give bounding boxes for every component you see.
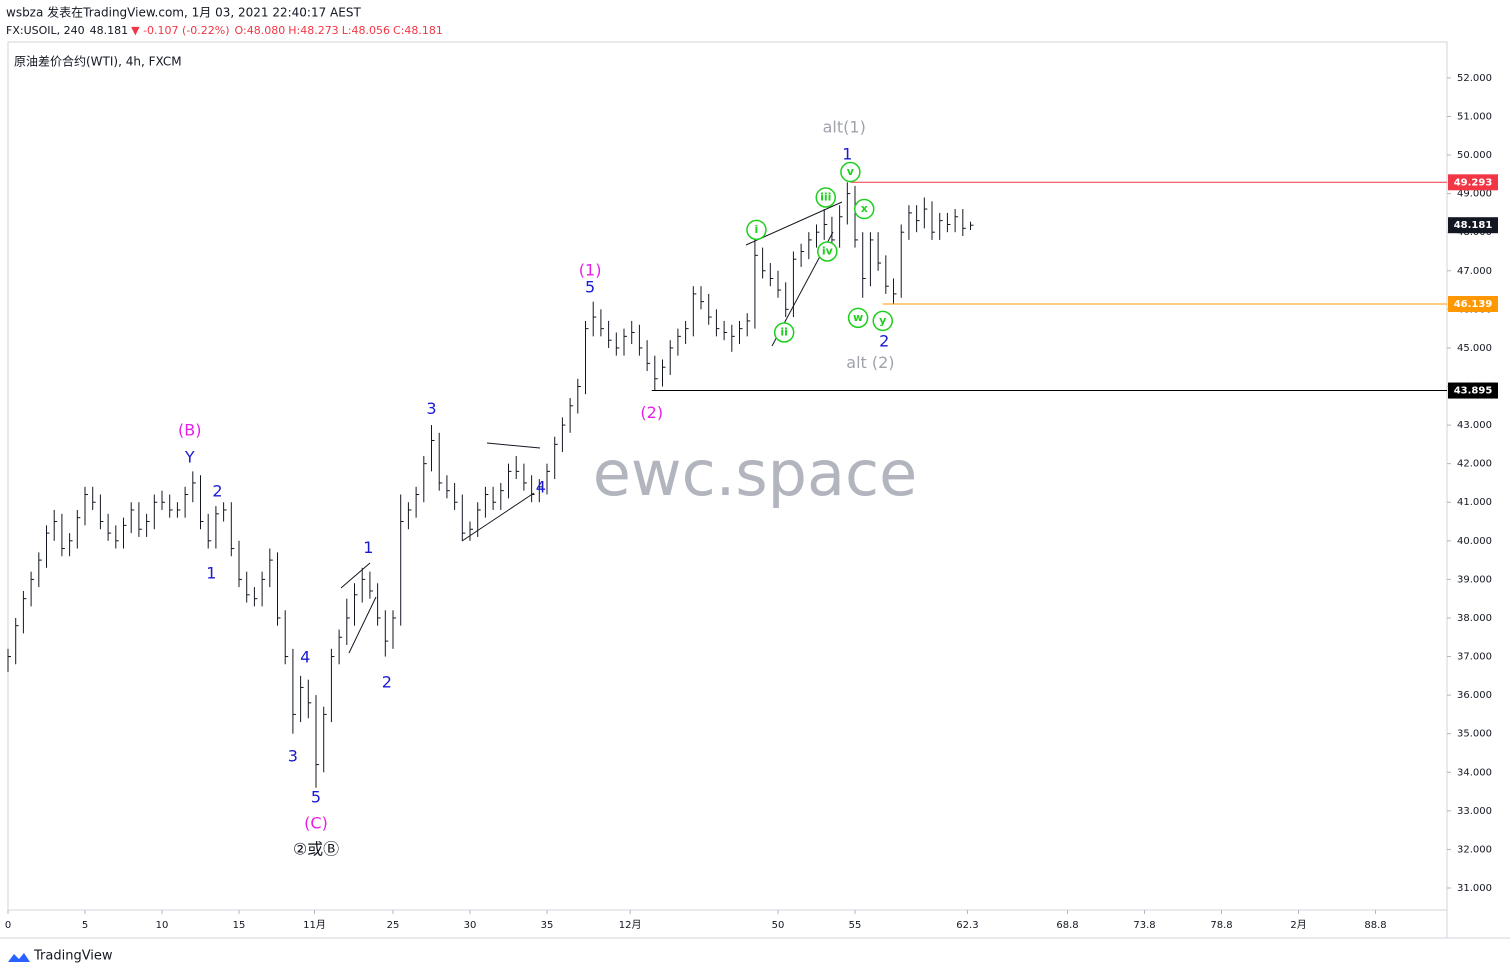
wave-label: 2 <box>879 332 889 351</box>
x-tick-label: 11月 <box>303 919 326 931</box>
level-label: 46.139 <box>1454 299 1493 310</box>
wave-label: Y <box>184 447 195 466</box>
wave-label: 5 <box>311 788 321 807</box>
x-tick-label: 0 <box>5 920 11 931</box>
wave-circle <box>746 219 767 241</box>
y-tick-label: 40.000 <box>1457 536 1492 547</box>
x-tick-label: 73.8 <box>1133 920 1155 931</box>
wave-label: alt(1) <box>823 118 866 137</box>
wave-label: 1 <box>206 563 216 582</box>
y-tick-label: 45.000 <box>1457 343 1492 354</box>
y-tick-label: 47.000 <box>1457 266 1492 277</box>
level-label: 48.181 <box>1454 220 1493 231</box>
level-tag <box>1448 217 1498 234</box>
wave-label: 4 <box>300 648 310 667</box>
x-tick-label: 50 <box>772 920 785 931</box>
open: O:48.080 <box>235 24 286 37</box>
wave-label: iv <box>822 244 834 257</box>
level-tag <box>1448 295 1498 312</box>
x-tick-label: 12月 <box>619 919 642 931</box>
wave-label: 2 <box>382 673 392 692</box>
x-tick-label: 35 <box>541 920 554 931</box>
y-tick-label: 34.000 <box>1457 767 1492 778</box>
x-tick-label: 5 <box>82 920 88 931</box>
low: L:48.056 <box>342 24 390 37</box>
wave-circle <box>840 161 861 183</box>
bars <box>7 182 974 788</box>
wave-label: (1) <box>579 260 602 279</box>
y-tick-label: 36.000 <box>1457 690 1492 701</box>
y-tick-label: 43.000 <box>1457 420 1492 431</box>
close: C:48.181 <box>393 24 443 37</box>
x-tick-label: 68.8 <box>1056 920 1078 931</box>
wave-label: y <box>879 314 886 327</box>
wave-circle <box>773 322 795 343</box>
y-tick-label: 31.000 <box>1457 883 1492 894</box>
wave-label: 3 <box>426 399 436 418</box>
trend-line <box>486 442 541 449</box>
y-tick-label: 41.000 <box>1457 497 1492 508</box>
x-tick-label: 15 <box>233 920 246 931</box>
symbol: FX:USOIL, 240 <box>6 24 85 37</box>
wave-label: alt (2) <box>846 353 894 372</box>
x-tick-label: 62.3 <box>956 920 978 931</box>
wave-circle <box>872 310 893 332</box>
trend-line <box>461 492 535 542</box>
wave-label: w <box>853 311 863 324</box>
wave-label: (C) <box>304 813 328 832</box>
level-tag <box>1448 382 1498 399</box>
x-tick-label: 2月 <box>1290 919 1306 931</box>
x-tick-label: 25 <box>387 920 400 931</box>
y-tick-label: 50.000 <box>1457 150 1492 161</box>
footer-brand: TradingView <box>33 949 113 964</box>
y-tick-label: 32.000 <box>1457 844 1492 855</box>
logo <box>8 953 30 962</box>
change: ▼ -0.107 (-0.22%) <box>131 24 229 37</box>
y-tick-label: 33.000 <box>1457 806 1492 817</box>
x-tick-label: 88.8 <box>1364 920 1386 931</box>
ohlc-header: FX:USOIL, 240 48.181 ▼ -0.107 (-0.22%) O:48… <box>6 24 443 37</box>
symbol-legend: 原油差价合约(WTI), 4h, FXCM <box>14 54 182 69</box>
y-tick-label: 37.000 <box>1457 652 1492 663</box>
y-tick-label: 39.000 <box>1457 574 1492 585</box>
trend-line <box>340 562 371 589</box>
y-tick-label: 35.000 <box>1457 729 1492 740</box>
trend-line <box>348 596 377 654</box>
high: H:48.273 <box>288 24 338 37</box>
wave-label: 3 <box>288 746 298 765</box>
x-tick-label: 78.8 <box>1210 920 1232 931</box>
wave-label: 1 <box>842 145 852 164</box>
wave-label: ②或Ⓑ <box>293 840 339 859</box>
y-tick-label: 52.000 <box>1457 73 1492 84</box>
watermark: ewc.space <box>593 437 918 510</box>
y-tick-label: 51.000 <box>1457 111 1492 122</box>
wave-label: x <box>861 202 868 215</box>
y-tick-label: 38.000 <box>1457 613 1492 624</box>
wave-label: v <box>847 165 855 178</box>
wave-label: 4 <box>536 477 546 496</box>
wave-label: iii <box>820 190 831 203</box>
wave-label: i <box>755 223 759 236</box>
wave-circle <box>847 307 869 329</box>
wave-label: 5 <box>585 278 595 297</box>
y-tick-label: 49.000 <box>1457 189 1492 200</box>
wave-label: (B) <box>178 420 201 439</box>
wave-circle <box>817 241 838 262</box>
level-label: 49.293 <box>1454 177 1493 188</box>
wave-circle <box>815 187 837 208</box>
wave-circle <box>854 198 875 220</box>
wave-label: 1 <box>363 538 373 557</box>
wave-label: (2) <box>640 403 663 422</box>
x-tick-label: 10 <box>156 920 169 931</box>
wave-label: ii <box>780 325 788 338</box>
y-tick-label: 42.000 <box>1457 459 1492 470</box>
level-label: 43.895 <box>1454 386 1493 397</box>
level-tag <box>1448 174 1498 191</box>
x-tick-label: 55 <box>849 920 862 931</box>
last: 48.181 <box>90 24 129 37</box>
wave-label: 2 <box>212 481 222 500</box>
publisher: wsbza 发表在TradingView.com, 1月 03, 2021 22… <box>6 5 361 20</box>
x-tick-label: 30 <box>464 920 477 931</box>
